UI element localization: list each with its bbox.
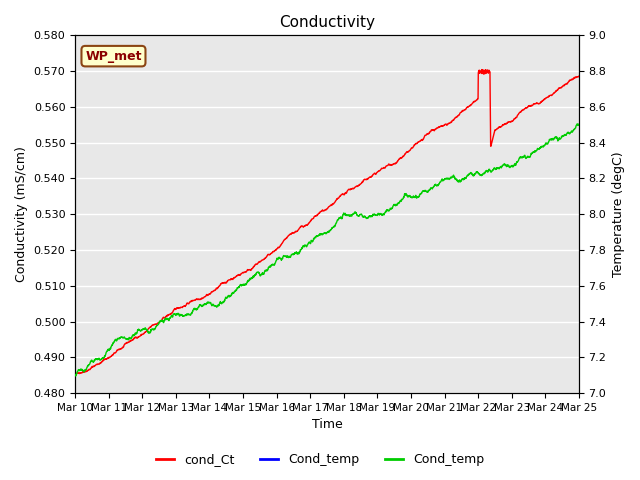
Y-axis label: Conductivity (mS/cm): Conductivity (mS/cm) (15, 146, 28, 282)
Text: WP_met: WP_met (85, 49, 141, 63)
Y-axis label: Temperature (degC): Temperature (degC) (612, 151, 625, 277)
X-axis label: Time: Time (312, 419, 342, 432)
Title: Conductivity: Conductivity (279, 15, 375, 30)
Legend: cond_Ct, Cond_temp, Cond_temp: cond_Ct, Cond_temp, Cond_temp (150, 448, 490, 471)
